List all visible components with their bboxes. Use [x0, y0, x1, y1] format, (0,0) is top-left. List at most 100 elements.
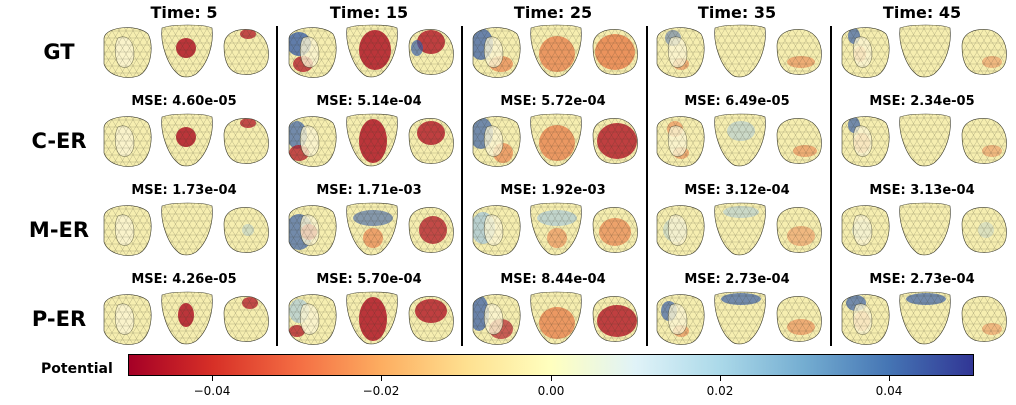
heart-view-front [346, 24, 398, 78]
heart-view-apex [592, 29, 638, 75]
column-separator [830, 26, 832, 346]
colorbar-tick [720, 376, 721, 381]
heart-mesh-views [103, 291, 269, 345]
heart-panel [283, 289, 463, 349]
heart-view-side [103, 294, 152, 345]
heart-view-apex [223, 29, 269, 75]
column-separator [461, 26, 463, 346]
heart-view-side [656, 116, 705, 167]
mse-c-er-t25: MSE: 5.72e-04 [500, 94, 606, 109]
heart-panel [836, 22, 1016, 82]
heart-view-front [161, 202, 213, 256]
heart-view-side [472, 205, 521, 256]
mse-m-er-t35: MSE: 3.12e-04 [684, 183, 790, 198]
mse-p-er-t25: MSE: 8.44e-04 [500, 272, 606, 287]
heart-view-side [841, 27, 890, 78]
heart-panel [651, 22, 831, 82]
heart-panel [467, 111, 647, 171]
mse-m-er-t5: MSE: 1.73e-04 [131, 183, 237, 198]
heart-panel [836, 289, 1016, 349]
heart-view-apex [223, 207, 269, 253]
heart-view-apex [961, 118, 1007, 164]
heart-mesh-views [103, 24, 269, 78]
heart-mesh-views [656, 113, 822, 167]
heart-mesh-views [841, 291, 1007, 345]
heart-panel [283, 22, 463, 82]
heart-mesh-views [841, 202, 1007, 256]
heart-mesh-views [288, 24, 454, 78]
heart-panel [98, 22, 278, 82]
column-title-time-35: Time: 35 [697, 3, 777, 22]
mse-p-er-t45: MSE: 2.73e-04 [869, 272, 975, 287]
mse-m-er-t45: MSE: 3.13e-04 [869, 183, 975, 198]
colorbar-tick [381, 376, 382, 381]
heart-view-side [841, 205, 890, 256]
heart-view-side [103, 205, 152, 256]
heart-view-apex [776, 29, 822, 75]
mse-c-er-t35: MSE: 6.49e-05 [684, 94, 790, 109]
heart-view-side [288, 27, 337, 78]
column-title-time-25: Time: 25 [513, 3, 593, 22]
heart-view-side [288, 294, 337, 345]
heart-view-front [714, 202, 766, 256]
heart-mesh-views [841, 113, 1007, 167]
colorbar [128, 354, 974, 376]
heart-panel [98, 111, 278, 171]
mse-m-er-t25: MSE: 1.92e-03 [500, 183, 606, 198]
colorbar-tick-label: 0.02 [706, 384, 734, 398]
heart-mesh-views [472, 113, 638, 167]
mse-c-er-t15: MSE: 5.14e-04 [316, 94, 422, 109]
heart-view-side [103, 27, 152, 78]
colorbar-label: Potential [41, 361, 113, 377]
heart-mesh-views [656, 24, 822, 78]
heart-view-apex [592, 296, 638, 342]
mse-p-er-t15: MSE: 5.70e-04 [316, 272, 422, 287]
heart-panel [283, 200, 463, 260]
colorbar-tick-label: 0.04 [875, 384, 903, 398]
heart-view-front [161, 113, 213, 167]
heart-view-side [656, 294, 705, 345]
heart-mesh-views [472, 24, 638, 78]
heart-view-apex [776, 118, 822, 164]
colorbar-tick-label: −0.02 [362, 384, 400, 398]
heart-mesh-views [841, 24, 1007, 78]
row-label-p-er: P-ER [31, 307, 87, 331]
heart-panel [283, 111, 463, 171]
column-title-time-15: Time: 15 [329, 3, 409, 22]
mse-c-er-t45: MSE: 2.34e-05 [869, 94, 975, 109]
heart-mesh-views [472, 202, 638, 256]
heart-panel [98, 200, 278, 260]
column-title-time-45: Time: 45 [882, 3, 962, 22]
colorbar-tick-label: 0.00 [537, 384, 565, 398]
heart-panel [836, 200, 1016, 260]
heart-mesh-views [288, 291, 454, 345]
heart-mesh-views [288, 202, 454, 256]
column-separator [646, 26, 648, 346]
heart-panel [467, 22, 647, 82]
heart-panel [836, 111, 1016, 171]
heart-mesh-views [103, 202, 269, 256]
mse-p-er-t35: MSE: 2.73e-04 [684, 272, 790, 287]
colorbar-tick [212, 376, 213, 381]
colorbar-tick-label: −0.04 [193, 384, 231, 398]
column-title-time-5: Time: 5 [150, 3, 218, 22]
heart-mesh-views [103, 113, 269, 167]
heart-view-apex [408, 118, 454, 164]
colorbar-tick [551, 376, 552, 381]
heart-panel [651, 111, 831, 171]
heart-view-front [714, 291, 766, 345]
heart-mesh-views [656, 202, 822, 256]
heart-panel [98, 289, 278, 349]
colorbar-tick [889, 376, 890, 381]
heart-mesh-views [472, 291, 638, 345]
column-separator [276, 26, 278, 346]
heart-panel [467, 200, 647, 260]
mse-p-er-t5: MSE: 4.26e-05 [131, 272, 237, 287]
row-label-gt: GT [43, 40, 75, 64]
row-label-m-er: M-ER [28, 218, 90, 242]
mse-m-er-t15: MSE: 1.71e-03 [316, 183, 422, 198]
mse-c-er-t5: MSE: 4.60e-05 [131, 94, 237, 109]
heart-panel [651, 289, 831, 349]
heart-mesh-views [656, 291, 822, 345]
